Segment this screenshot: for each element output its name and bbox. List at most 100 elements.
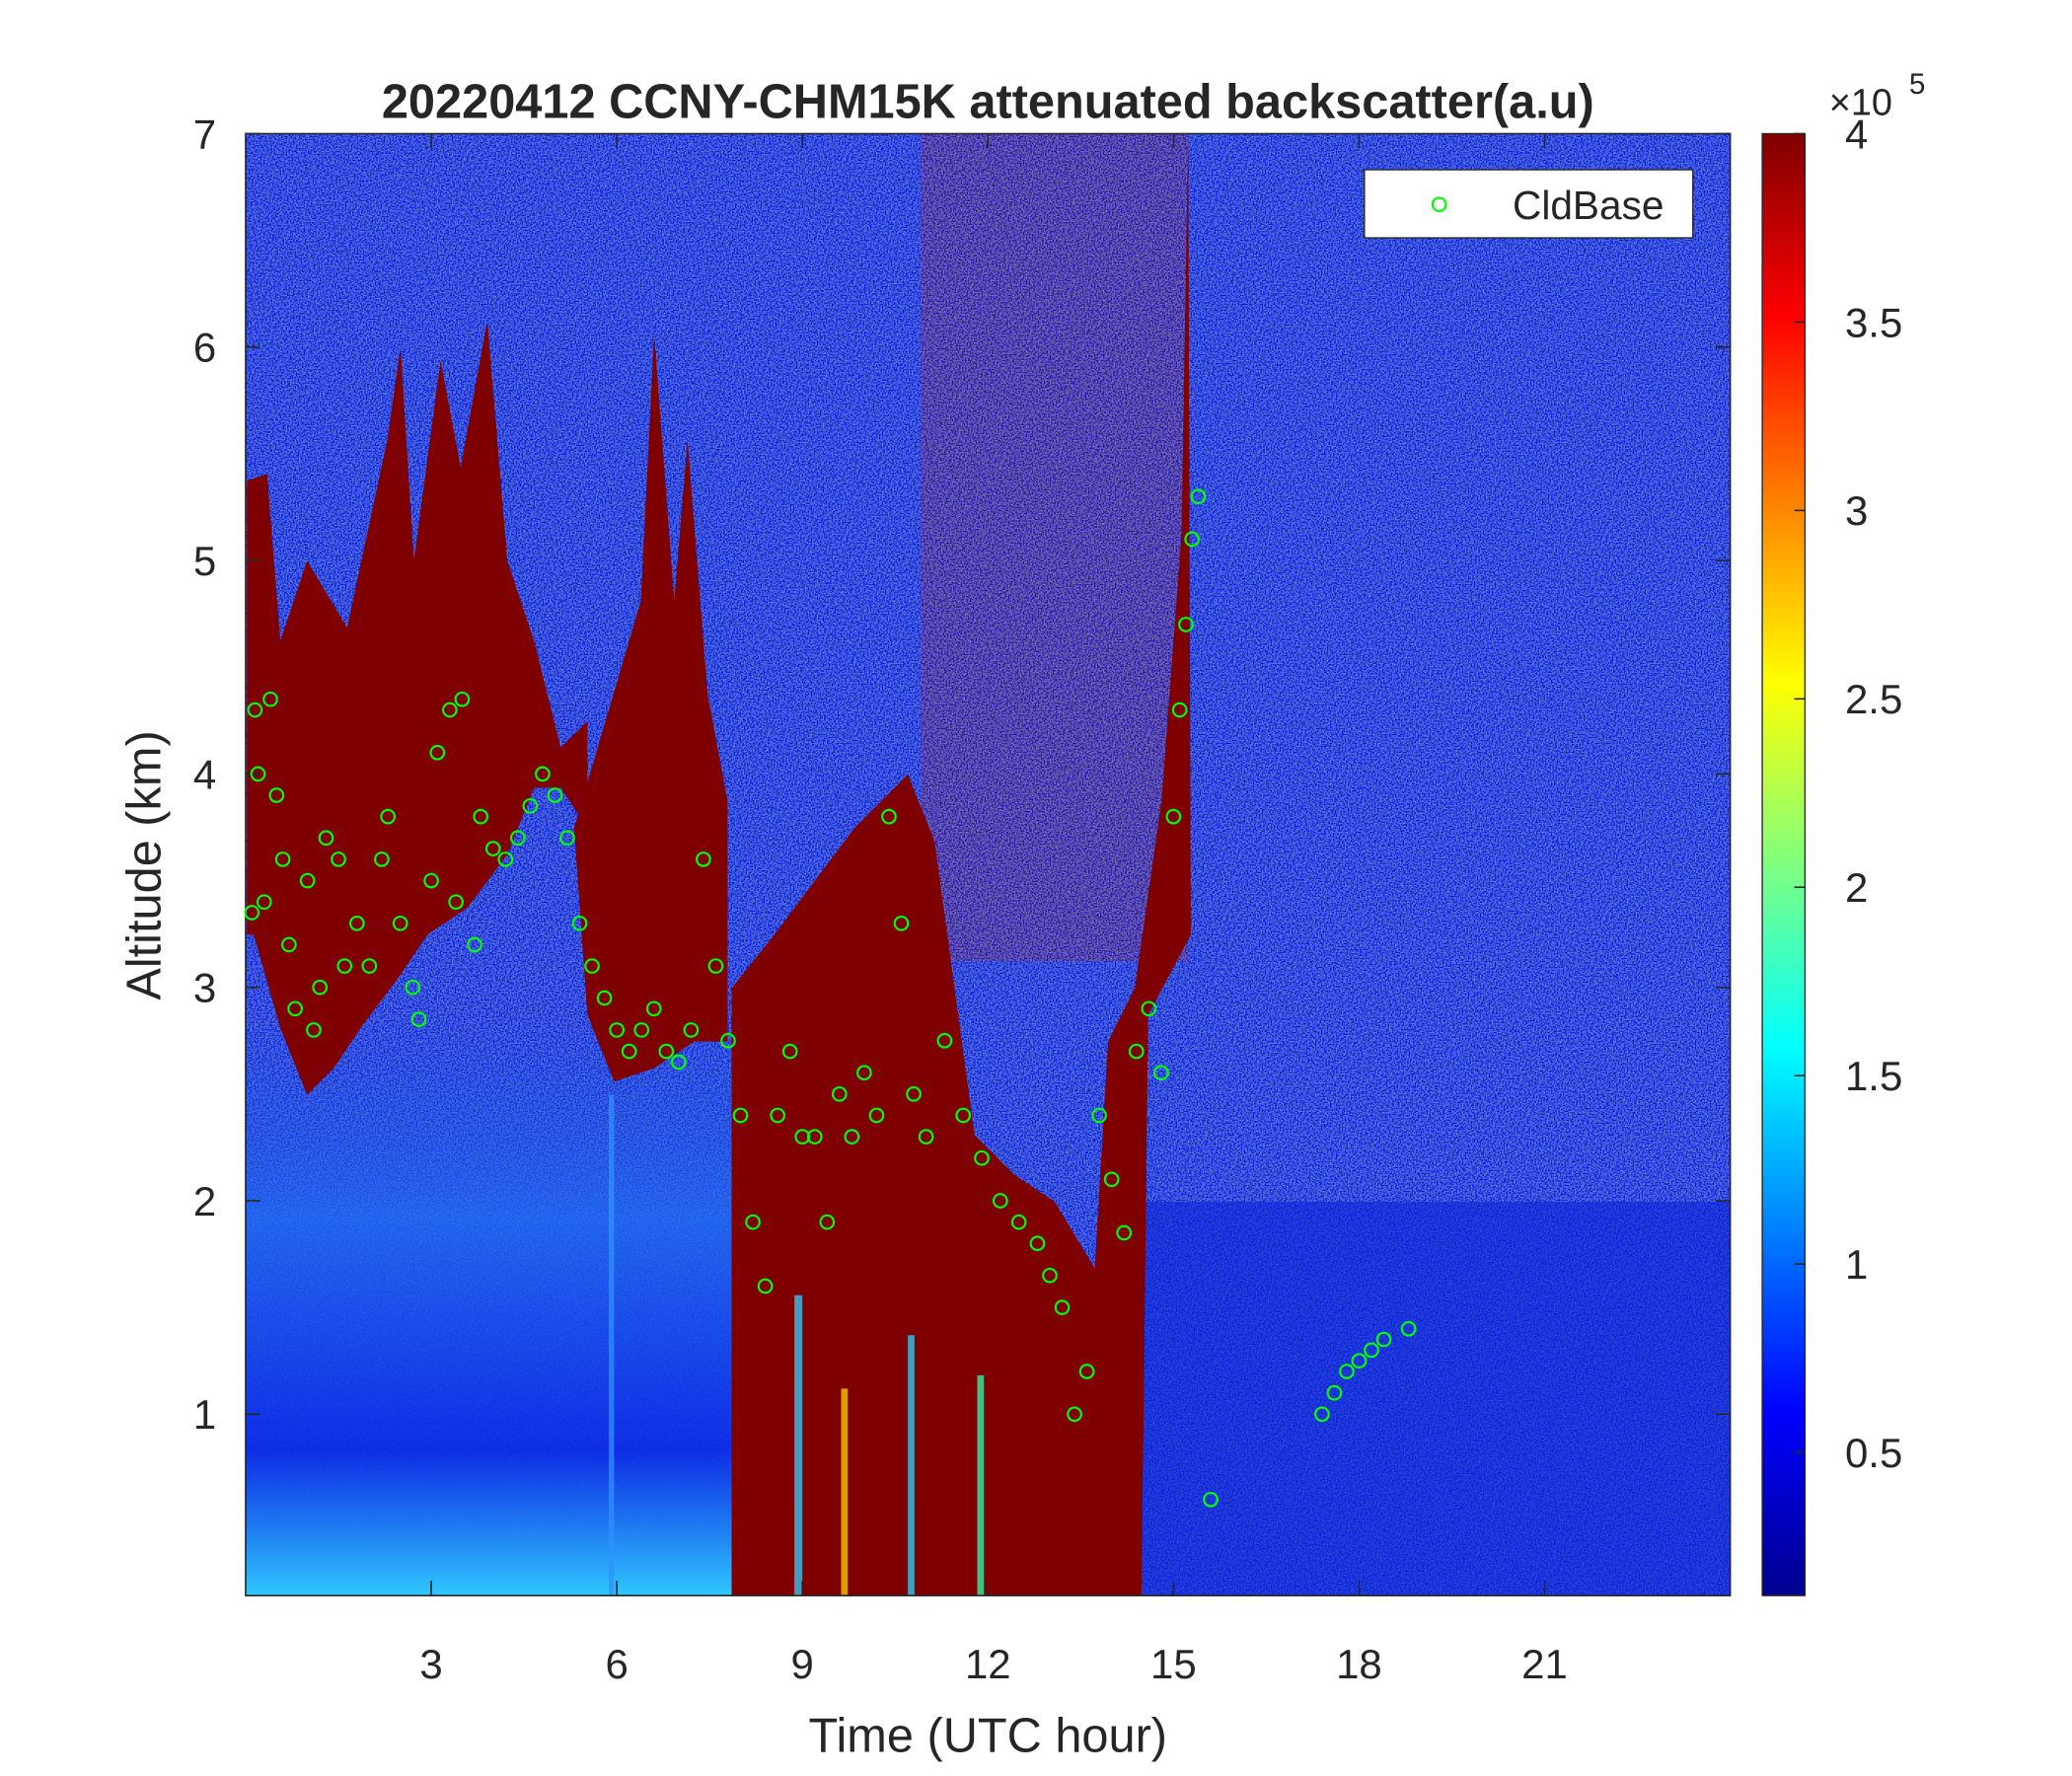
cloud-base-point bbox=[312, 979, 329, 996]
cloud-base-point bbox=[1171, 702, 1188, 718]
cloud-base-point bbox=[645, 1000, 662, 1017]
cloud-base-point bbox=[1010, 1214, 1027, 1230]
cloud-base-point bbox=[992, 1193, 1008, 1209]
cloud-base-point bbox=[442, 702, 458, 718]
y-tick-label: 6 bbox=[193, 325, 216, 371]
cloud-base-point bbox=[454, 691, 471, 707]
legend-label: CldBase bbox=[1513, 183, 1664, 228]
cloud-base-point bbox=[1029, 1235, 1046, 1252]
cloud-base-point bbox=[584, 958, 600, 974]
y-tick-label: 7 bbox=[193, 111, 216, 157]
cloud-base-point bbox=[250, 766, 266, 782]
y-tick-label: 3 bbox=[193, 965, 216, 1011]
cloud-base-point bbox=[1351, 1353, 1368, 1369]
cloud-base-point bbox=[633, 1022, 650, 1038]
cloud-base-point bbox=[547, 787, 563, 803]
cloud-base-point bbox=[306, 1022, 322, 1038]
cloud-base-point bbox=[522, 797, 539, 814]
cloud-base-point bbox=[348, 915, 365, 931]
cloud-base-point bbox=[621, 1043, 637, 1060]
cloud-base-point bbox=[831, 1085, 848, 1102]
cloud-base-point bbox=[1339, 1364, 1355, 1379]
cloud-base-point bbox=[1165, 808, 1182, 825]
cloud-base-point bbox=[856, 1065, 872, 1081]
cloud-base-point bbox=[392, 915, 408, 931]
cloud-base-point bbox=[893, 915, 910, 931]
cloud-base-point bbox=[757, 1278, 774, 1295]
cloud-base-point bbox=[374, 851, 390, 867]
heatmap-region bbox=[1141, 1201, 1731, 1596]
cloud-base-point bbox=[448, 894, 464, 911]
cloud-base-point bbox=[1067, 1406, 1082, 1423]
cloud-base-point bbox=[1178, 617, 1194, 632]
colorbar-tick-label: 1 bbox=[1845, 1241, 1868, 1288]
cloud-base-point bbox=[256, 894, 272, 911]
cloud-base-point bbox=[670, 1054, 687, 1071]
cloud-base-point bbox=[410, 1011, 427, 1027]
cloud-base-point bbox=[906, 1085, 922, 1102]
cloud-base-point bbox=[1103, 1171, 1120, 1188]
cloud-base-point bbox=[844, 1129, 860, 1145]
legend-marker bbox=[1431, 196, 1447, 213]
chart-title: 20220412 CCNY-CHM15K attenuated backscat… bbox=[382, 75, 1594, 128]
y-tick-label: 5 bbox=[193, 538, 216, 584]
cloud-base-point bbox=[819, 1214, 836, 1230]
cloud-base-point bbox=[806, 1129, 823, 1145]
cloud-base-point bbox=[609, 1022, 625, 1038]
cloud-base-point bbox=[1313, 1406, 1330, 1423]
heatmap-region bbox=[245, 1014, 733, 1596]
cloud-base-point bbox=[571, 915, 588, 931]
heatmap-region bbox=[573, 333, 728, 1082]
colorbar-multiplier: ×10 bbox=[1829, 83, 1892, 124]
cloud-base-point bbox=[405, 979, 421, 996]
cloud-base-point bbox=[380, 808, 397, 825]
cloud-base-point bbox=[1054, 1299, 1071, 1315]
x-axis-label: Time (UTC hour) bbox=[809, 1709, 1168, 1762]
x-tick-label: 15 bbox=[1150, 1641, 1197, 1687]
cloud-base-point bbox=[484, 841, 501, 856]
cloud-base-point bbox=[868, 1107, 885, 1124]
cloud-base-point bbox=[262, 691, 278, 707]
cloud-base-point bbox=[1400, 1320, 1417, 1337]
cloud-base-point bbox=[881, 808, 897, 825]
cloud-base-point bbox=[331, 851, 346, 867]
colorbar-exponent: 5 bbox=[1909, 68, 1926, 101]
cloud-base-point bbox=[281, 936, 297, 953]
heatmap-region bbox=[247, 320, 588, 1095]
colorbar bbox=[1761, 132, 1807, 1596]
cloud-base-point bbox=[936, 1032, 953, 1049]
cloud-base-point bbox=[467, 936, 482, 953]
y-axis-label: Altitude (km) bbox=[117, 730, 171, 999]
colorbar-tick-label: 4 bbox=[1845, 111, 1868, 157]
cloud-base-point bbox=[918, 1129, 934, 1145]
cloud-base-point bbox=[1375, 1331, 1392, 1348]
scatter-series bbox=[244, 488, 1417, 1508]
y-tick-label: 1 bbox=[193, 1391, 216, 1438]
cloud-base-point bbox=[720, 1032, 736, 1049]
cloud-base-point bbox=[1184, 531, 1201, 548]
y-tick-label: 2 bbox=[193, 1178, 216, 1224]
colorbar-tick-label: 2.5 bbox=[1845, 676, 1902, 722]
cloud-base-point bbox=[745, 1214, 761, 1230]
colorbar-tick-label: 3 bbox=[1845, 487, 1868, 534]
colorbar-tick-label: 1.5 bbox=[1845, 1053, 1902, 1099]
cloud-base-point bbox=[1042, 1267, 1058, 1284]
cloud-base-point bbox=[497, 851, 514, 867]
cloud-base-point bbox=[535, 766, 551, 782]
x-tick-label: 18 bbox=[1336, 1641, 1382, 1687]
cloud-base-point bbox=[1091, 1107, 1107, 1124]
cloud-base-point bbox=[781, 1043, 798, 1060]
colorbar-tick-label: 0.5 bbox=[1845, 1430, 1902, 1476]
cloud-base-point bbox=[318, 830, 334, 847]
x-tick-label: 6 bbox=[605, 1641, 628, 1687]
cloud-base-point bbox=[1152, 1065, 1169, 1081]
x-tick-label: 21 bbox=[1521, 1641, 1568, 1687]
y-tick-label: 4 bbox=[193, 751, 216, 797]
cloud-base-point bbox=[247, 702, 263, 718]
legend: CldBase bbox=[1364, 169, 1694, 239]
cloud-base-point bbox=[429, 744, 446, 761]
cloud-base-point bbox=[274, 851, 291, 867]
colorbar-tick-label: 2 bbox=[1845, 864, 1868, 911]
